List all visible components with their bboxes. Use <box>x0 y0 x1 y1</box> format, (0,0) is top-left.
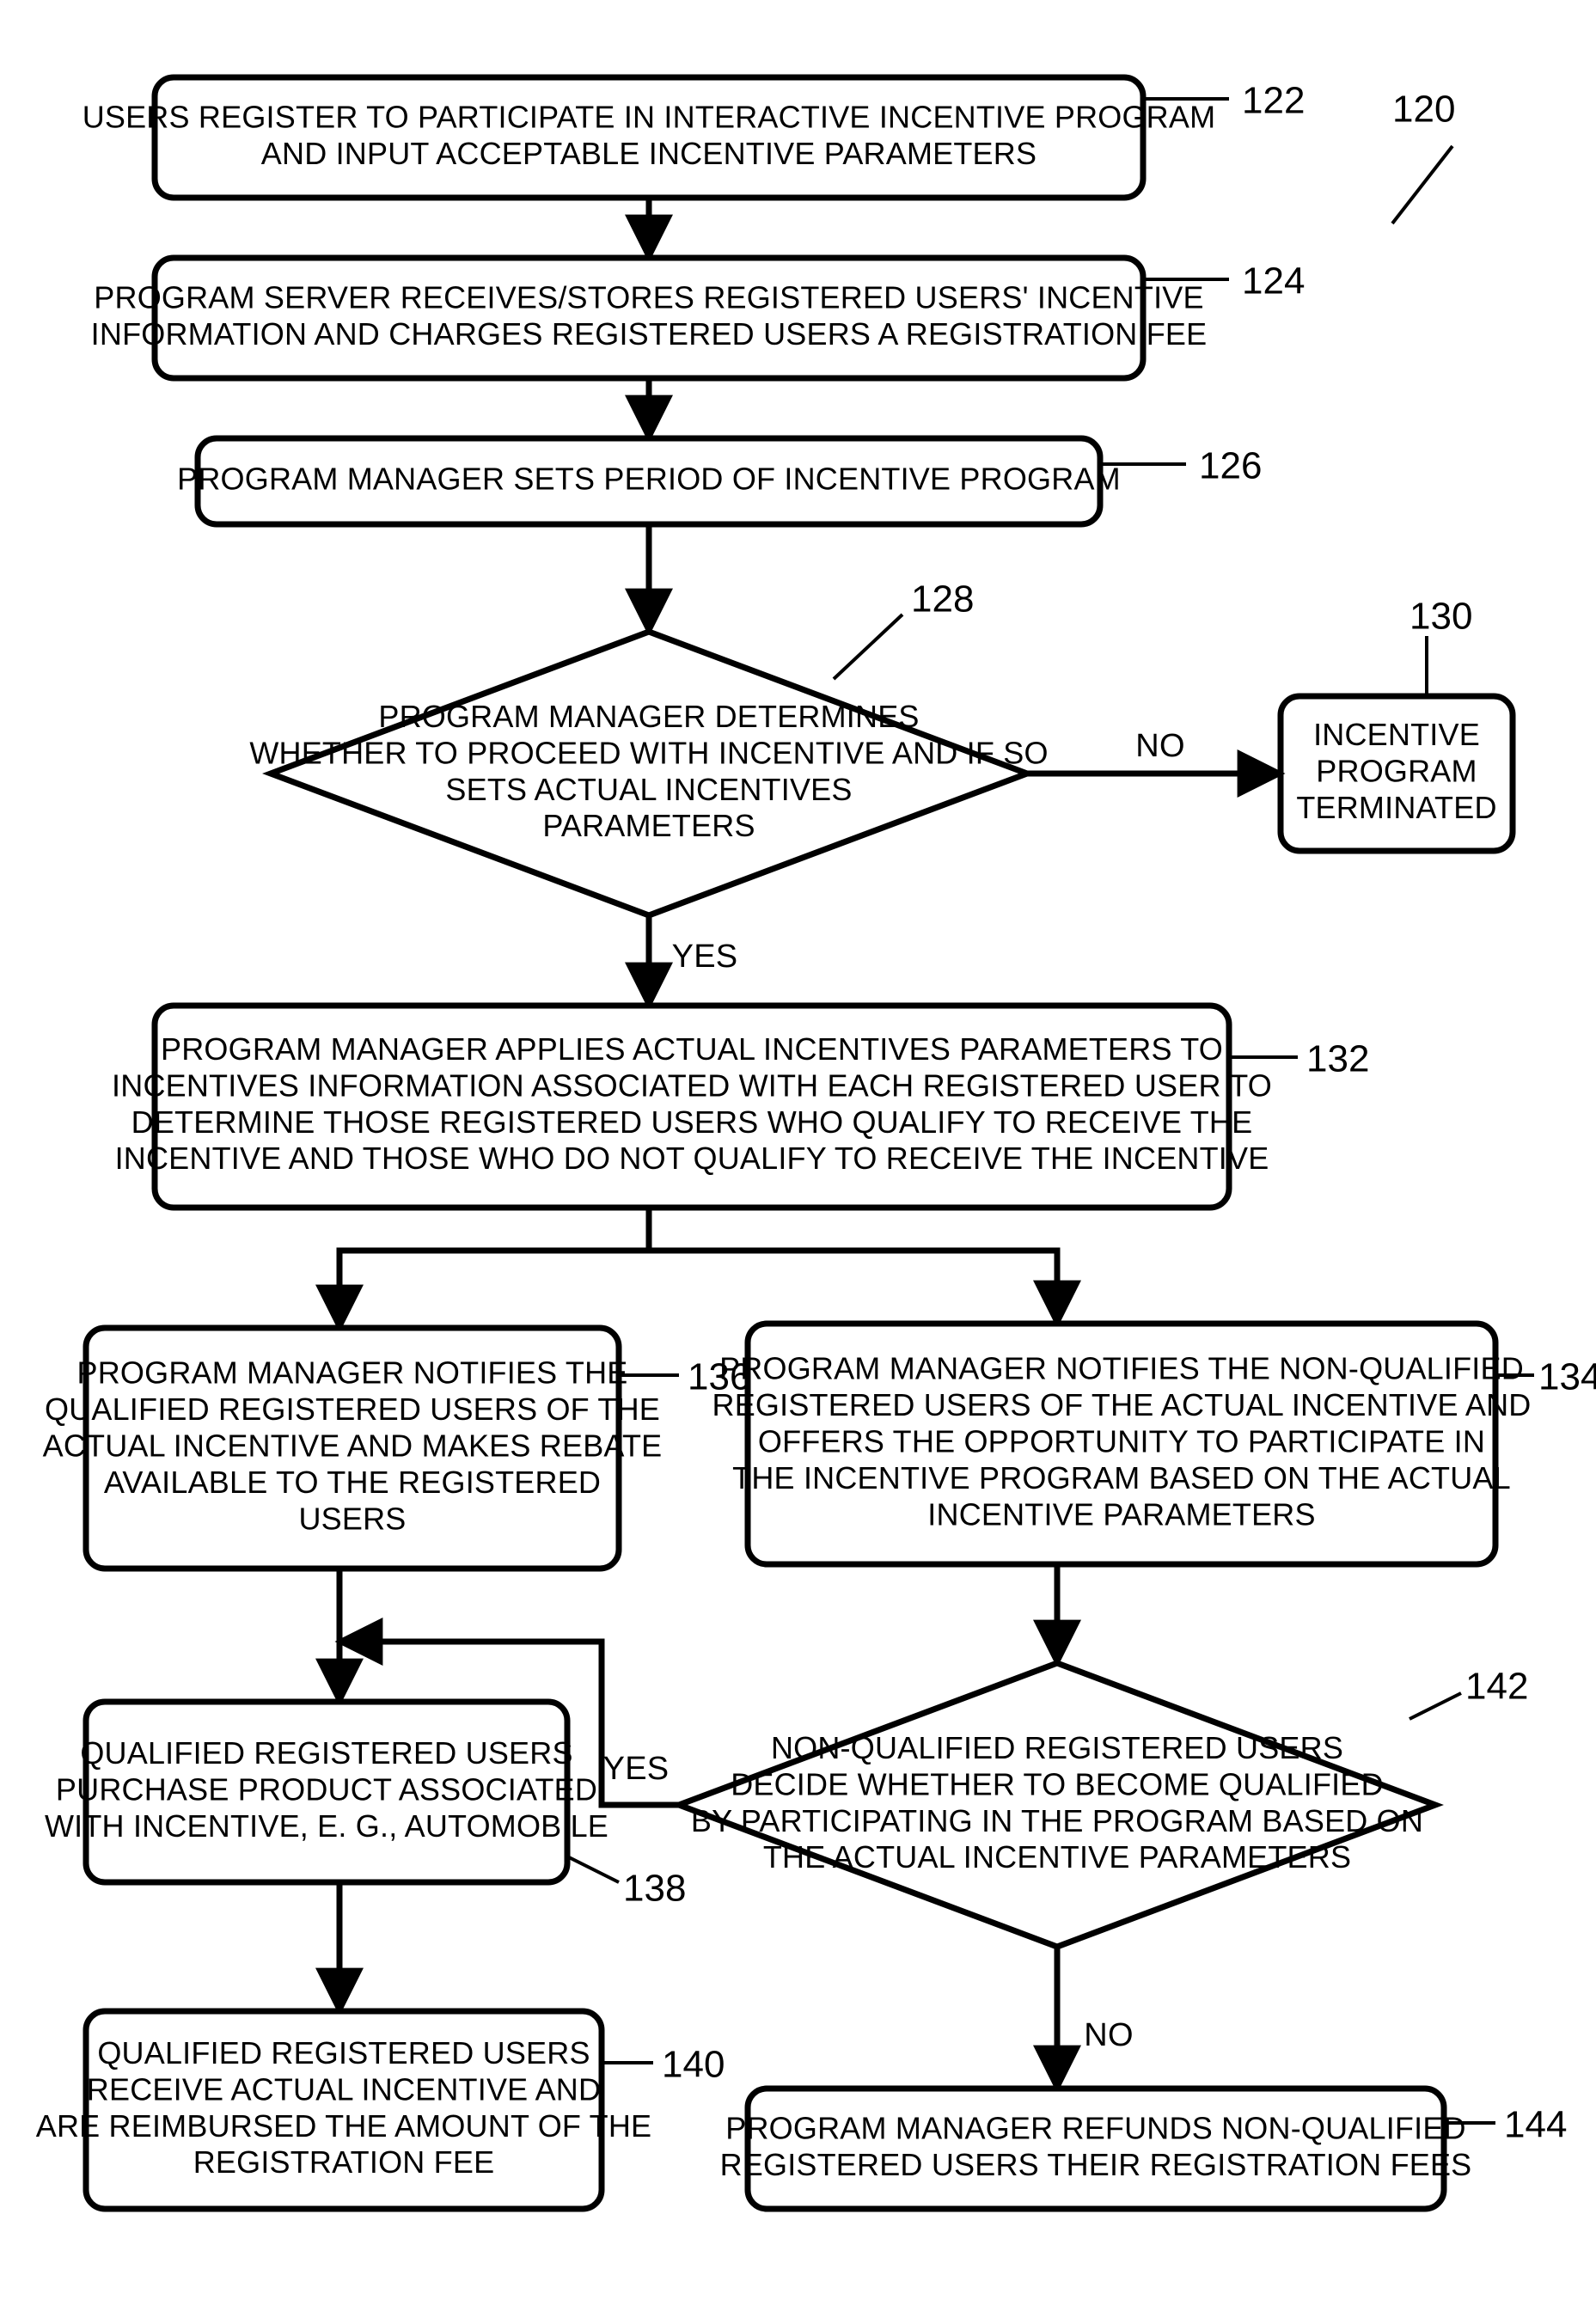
box-text: NON-QUALIFIED REGISTERED USERS <box>771 1730 1343 1765</box>
box-text: QUALIFIED REGISTERED USERS <box>80 1735 572 1771</box>
edge-no-142: NO <box>1084 2017 1133 2053</box>
ref-138: 138 <box>623 1868 686 1910</box>
box-text: PROGRAM MANAGER SETS PERIOD OF INCENTIVE… <box>177 462 1121 497</box>
box-text: ACTUAL INCENTIVE AND MAKES REBATE <box>43 1428 663 1464</box>
box-text: AND INPUT ACCEPTABLE INCENTIVE PARAMETER… <box>261 136 1036 171</box>
box-text: PARAMETERS <box>542 808 755 843</box>
box-text: PROGRAM <box>1316 754 1477 789</box>
arrow-132-136 <box>339 1208 649 1328</box>
box-text: OFFERS THE OPPORTUNITY TO PARTICIPATE IN <box>758 1424 1485 1459</box>
box-text: DETERMINE THOSE REGISTERED USERS WHO QUA… <box>131 1104 1253 1140</box>
box-text: BY PARTICIPATING IN THE PROGRAM BASED ON <box>691 1803 1423 1838</box>
box-text: INCENTIVES INFORMATION ASSOCIATED WITH E… <box>112 1067 1272 1103</box>
box-text: THE INCENTIVE PROGRAM BASED ON THE ACTUA… <box>732 1460 1511 1495</box>
leader-142 <box>1409 1693 1461 1719</box>
box-text: REGISTERED USERS OF THE ACTUAL INCENTIVE… <box>712 1387 1532 1422</box>
box-text: REGISTRATION FEE <box>193 2144 495 2180</box>
box-text: INCENTIVE PARAMETERS <box>927 1496 1315 1532</box>
box-text: TERMINATED <box>1296 790 1496 825</box>
box-text: PROGRAM MANAGER DETERMINES <box>378 699 919 734</box>
box-text: INCENTIVE <box>1313 717 1480 752</box>
box-text: PROGRAM SERVER RECEIVES/STORES REGISTERE… <box>94 279 1203 315</box>
box-text: QUALIFIED REGISTERED USERS OF THE <box>45 1391 660 1427</box>
box-text: RECEIVE ACTUAL INCENTIVE AND <box>87 2071 601 2107</box>
box-text: THE ACTUAL INCENTIVE PARAMETERS <box>763 1839 1351 1875</box>
ref-132: 132 <box>1306 1038 1369 1080</box>
ref-142: 142 <box>1465 1666 1528 1708</box>
ref-128: 128 <box>911 578 974 621</box>
ref-124: 124 <box>1242 260 1305 303</box>
leader-138 <box>567 1856 619 1882</box>
ref-134: 134 <box>1538 1356 1596 1398</box>
edge-yes-128: YES <box>672 939 738 975</box>
edge-no-128: NO <box>1135 728 1184 764</box>
ref-120: 120 <box>1392 89 1455 131</box>
box-text: SETS ACTUAL INCENTIVES <box>445 772 852 807</box>
ref-130: 130 <box>1409 596 1472 638</box>
ref-126: 126 <box>1199 445 1262 487</box>
box-text: DECIDE WHETHER TO BECOME QUALIFIED <box>731 1766 1384 1801</box>
box-text: USERS REGISTER TO PARTICIPATE IN INTERAC… <box>83 99 1216 134</box>
box-text: USERS <box>298 1501 406 1536</box>
box-text: PROGRAM MANAGER APPLIES ACTUAL INCENTIVE… <box>161 1031 1223 1067</box>
box-text: INFORMATION AND CHARGES REGISTERED USERS… <box>91 316 1208 352</box>
box-text: INCENTIVE AND THOSE WHO DO NOT QUALIFY T… <box>115 1141 1269 1176</box>
box-text: WITH INCENTIVE, E. G., AUTOMOBILE <box>45 1808 608 1844</box>
box-text: WHETHER TO PROCEED WITH INCENTIVE AND IF… <box>249 735 1048 770</box>
ref-144: 144 <box>1504 2104 1567 2146</box>
edge-yes-142: YES <box>603 1751 670 1787</box>
ref-122: 122 <box>1242 80 1305 122</box>
box-text: PROGRAM MANAGER NOTIFIES THE <box>77 1355 628 1391</box>
leader-120 <box>1392 146 1452 223</box>
box-text: ARE REIMBURSED THE AMOUNT OF THE <box>36 2108 652 2144</box>
box-text: QUALIFIED REGISTERED USERS <box>97 2035 590 2070</box>
box-text: REGISTERED USERS THEIR REGISTRATION FEES <box>720 2147 1472 2182</box>
leader-128 <box>834 615 902 679</box>
box-text: PROGRAM MANAGER NOTIFIES THE NON-QUALIFI… <box>719 1351 1524 1386</box>
box-text: AVAILABLE TO THE REGISTERED <box>104 1465 601 1500</box>
box-text: PURCHASE PRODUCT ASSOCIATED <box>56 1772 597 1807</box>
arrow-132-134 <box>649 1208 1057 1324</box>
ref-140: 140 <box>662 2044 725 2086</box>
box-text: PROGRAM MANAGER REFUNDS NON-QUALIFIED <box>725 2110 1465 2145</box>
